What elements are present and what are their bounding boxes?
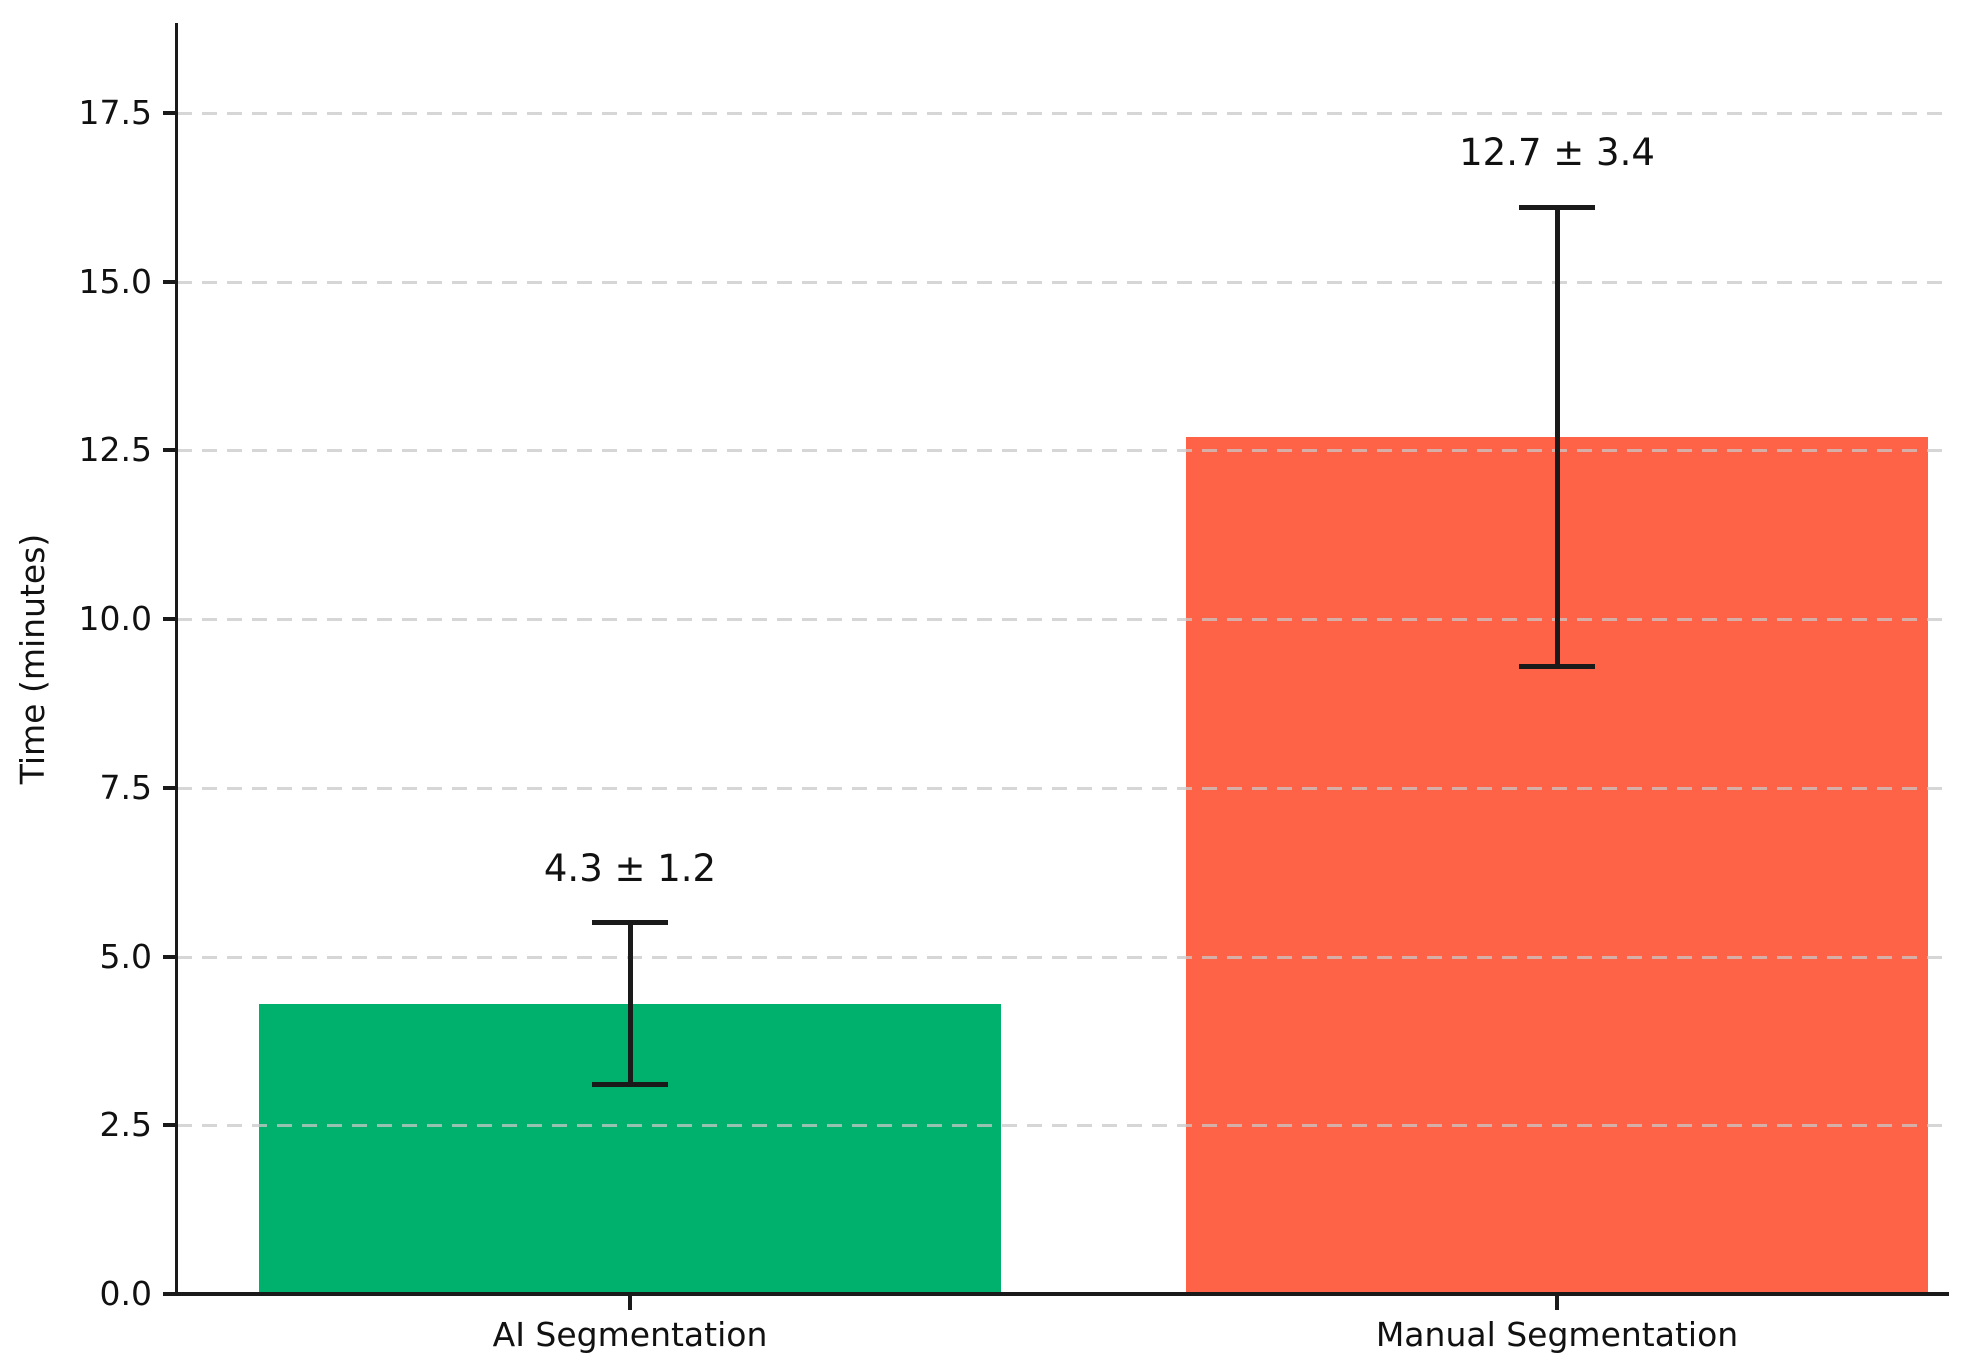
value-label-manual-segmentation: 12.7 ± 3.4 xyxy=(1459,131,1655,175)
y-tick xyxy=(163,954,177,959)
y-tick-label: 17.5 xyxy=(78,92,152,132)
gridline-y-2-5 xyxy=(177,1124,1949,1128)
y-tick xyxy=(163,110,177,115)
gridline-y-17-5 xyxy=(177,111,1949,115)
y-tick xyxy=(163,617,177,621)
y-tick xyxy=(163,448,177,453)
x-tick-label-ai-segmentation: AI Segmentation xyxy=(492,1315,768,1354)
y-axis-line xyxy=(175,23,178,1296)
y-tick-label: 10.0 xyxy=(78,599,152,638)
y-tick xyxy=(163,279,177,284)
gridline-y-10 xyxy=(177,618,1949,621)
x-tick xyxy=(1555,1296,1559,1310)
y-tick-label: 0.0 xyxy=(99,1274,152,1313)
y-axis-title: Time (minutes) xyxy=(13,533,52,785)
error-bar-manual-segmentation xyxy=(1554,207,1560,667)
y-tick xyxy=(163,1292,177,1296)
error-bar-cap-top xyxy=(592,920,668,926)
error-bar-ai-segmentation xyxy=(627,922,633,1085)
y-tick-label: 5.0 xyxy=(99,936,152,976)
x-axis-line xyxy=(175,1292,1949,1296)
gridline-y-15 xyxy=(177,280,1949,284)
x-tick xyxy=(628,1296,632,1310)
x-tick-label-manual-segmentation: Manual Segmentation xyxy=(1375,1315,1739,1354)
y-tick-label: 12.5 xyxy=(78,430,152,470)
value-label-ai-segmentation: 4.3 ± 1.2 xyxy=(543,846,717,890)
error-bar-cap-bottom xyxy=(1519,663,1595,669)
y-tick-label: 7.5 xyxy=(99,767,152,807)
gridline-y-7-5 xyxy=(177,786,1949,790)
y-tick-label: 15.0 xyxy=(78,261,152,301)
gridline-y-5 xyxy=(177,955,1949,959)
y-tick xyxy=(163,1123,177,1128)
error-bar-cap-top xyxy=(1519,204,1595,210)
error-bar-cap-bottom xyxy=(592,1082,668,1088)
y-tick-label: 2.5 xyxy=(99,1105,152,1145)
gridline-y-12-5 xyxy=(177,449,1949,453)
y-tick xyxy=(163,785,177,790)
